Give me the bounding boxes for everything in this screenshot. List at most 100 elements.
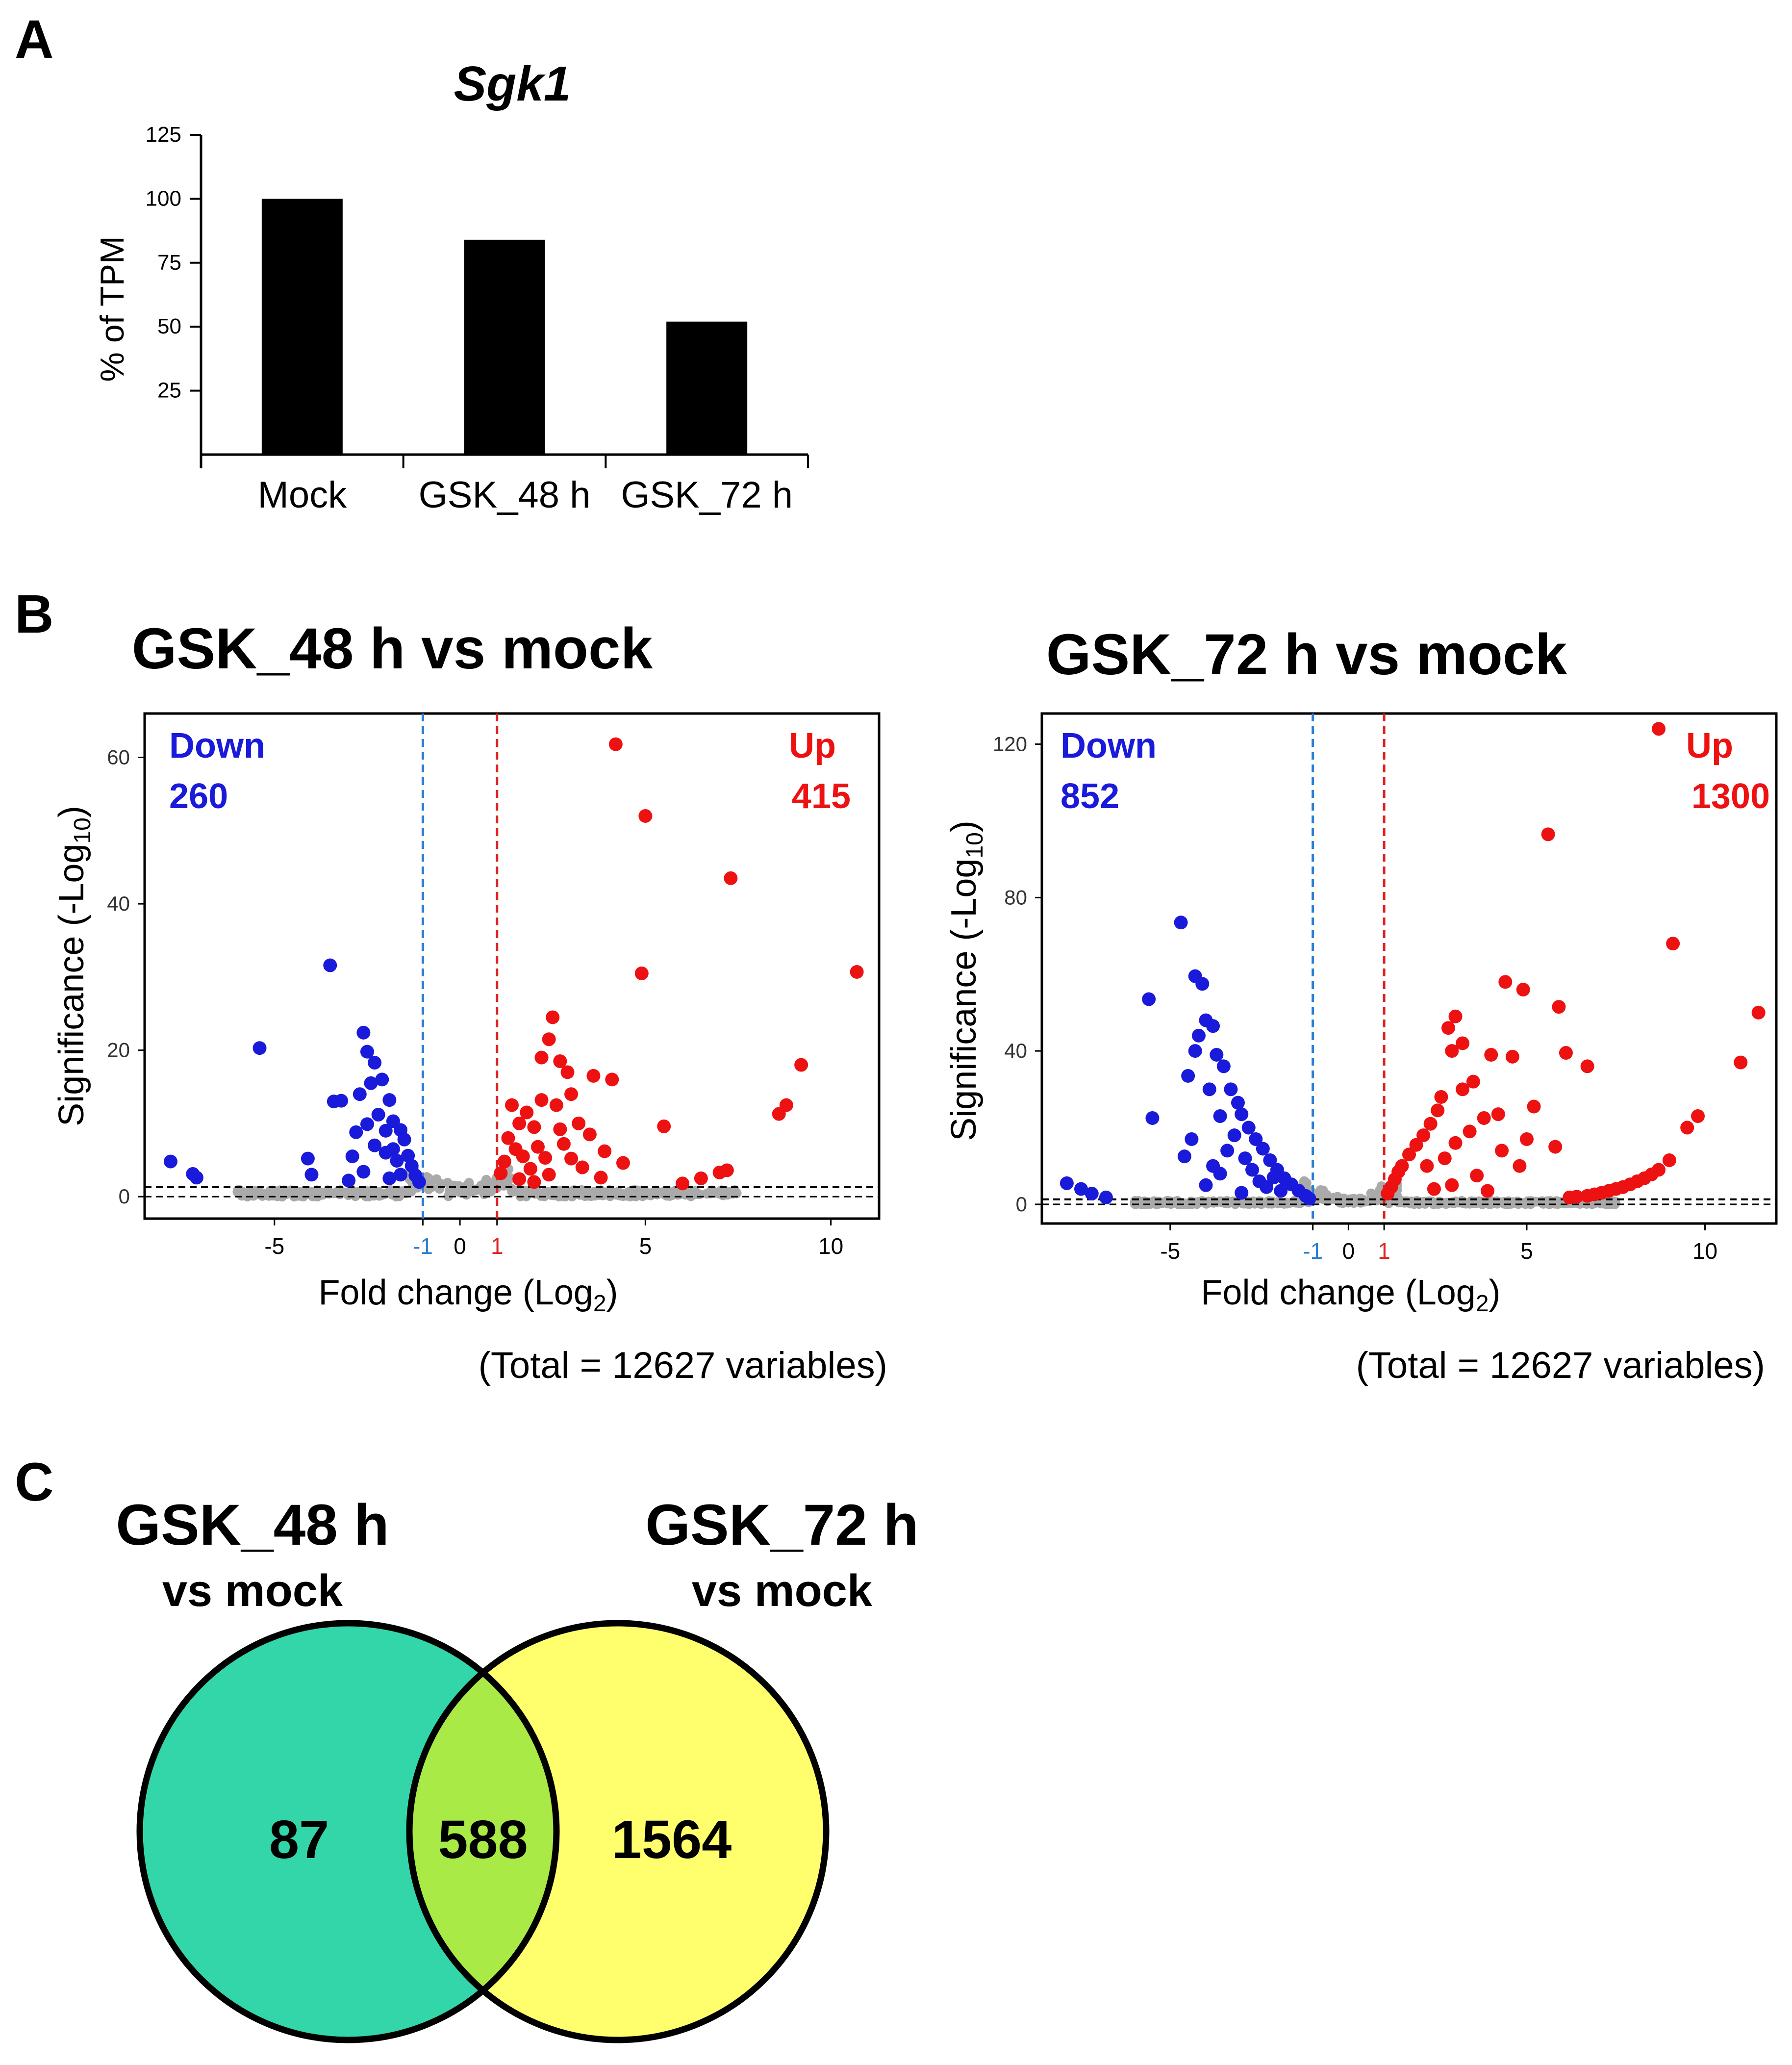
volcano-72h-up-point: [1616, 1180, 1630, 1194]
volcano-48h-ns-point: [307, 1191, 318, 1201]
volcano-48h-frame: [143, 712, 881, 1220]
volcano-48h-ytick-label: 40: [107, 892, 130, 915]
volcano-72h-down-point: [1074, 1182, 1088, 1196]
volcano-48h-down-point: [163, 1154, 177, 1169]
volcano-72h-down-point: [1206, 1159, 1220, 1173]
volcano-72h-xlabel: Fold change (Log2): [1201, 1273, 1500, 1317]
volcano-72h-up-point: [1480, 1184, 1494, 1198]
volcano-48h-down-point: [323, 958, 337, 972]
volcano-48h-ytick-label: 20: [107, 1039, 130, 1062]
volcano-72h-down-point: [1085, 1187, 1099, 1201]
volcano-72h-down-point: [1249, 1132, 1263, 1146]
volcano-48h-down-point: [356, 1025, 371, 1040]
volcano-48h-down-point: [353, 1087, 367, 1101]
volcano-72h-down-point: [1274, 1184, 1288, 1198]
volcano-48h-xtick-label: 0: [454, 1233, 466, 1259]
bar-gsk-48-h: [464, 239, 545, 455]
volcano-48h-ns-point: [648, 1188, 658, 1198]
volcano-72h-down-point: [1231, 1096, 1245, 1110]
volcano-48h-ns-point: [265, 1188, 275, 1198]
volcano-72h-down-point: [1235, 1107, 1249, 1122]
volcano-48h-down-point: [379, 1123, 393, 1138]
volcano-72h-up-point: [1580, 1059, 1594, 1073]
volcano-72h-up-label: Up: [1686, 726, 1733, 765]
volcano-48h-up-point: [534, 1093, 549, 1107]
volcano-48h-up-point: [634, 966, 649, 980]
volcano-48h-up-point: [512, 1172, 527, 1186]
volcano-72h-down-point: [1213, 1109, 1227, 1123]
volcano-72h-up-point: [1751, 1005, 1766, 1020]
volcano-72h-down-point: [1174, 916, 1188, 930]
volcano-72h-down-point: [1181, 1069, 1195, 1083]
volcano-48h-ns-point: [445, 1185, 455, 1196]
volcano-48h-down-point: [368, 1056, 382, 1070]
volcano-72h-down-point: [1191, 1028, 1206, 1043]
volcano-72h-ytick-label: 120: [993, 733, 1027, 756]
panel-letter-b: B: [15, 584, 53, 644]
volcano-72h-ns-point: [1315, 1185, 1326, 1195]
volcano-48h-up-point: [497, 1154, 511, 1169]
volcano-48h-ns-point: [669, 1189, 679, 1199]
volcano-48h-ns-point: [316, 1188, 326, 1198]
volcano-72h-total-note: (Total = 12627 variables): [1356, 1345, 1765, 1386]
volcano-48h-ns-point: [580, 1189, 590, 1199]
volcano-72h-down-point: [1199, 1178, 1213, 1192]
volcano-72h-up-point: [1491, 1107, 1505, 1122]
volcano-72h-up-point: [1470, 1169, 1484, 1183]
volcano-72h-up-point: [1644, 1167, 1659, 1181]
volcano-72h-up-point: [1445, 1178, 1459, 1192]
volcano-72h-down-point: [1256, 1142, 1270, 1156]
volcano-48h-ns-point: [622, 1189, 632, 1199]
volcano-72h-down-point: [1206, 1019, 1220, 1033]
volcano-48h-ns-point: [349, 1187, 359, 1198]
volcano-48h-up-point: [530, 1140, 545, 1154]
volcano-48h-ns-point: [470, 1185, 480, 1196]
bar-mock: [261, 199, 343, 455]
volcano-72h-up-point: [1498, 975, 1513, 989]
volcano-72h-up-point: [1445, 1044, 1459, 1058]
volcano-48h-up-point: [560, 1065, 575, 1079]
volcano-72h-up-point: [1416, 1128, 1431, 1143]
panel-letter-a: A: [15, 9, 53, 70]
volcano-72h-up-point: [1431, 1103, 1445, 1118]
volcano-72h-down-point: [1177, 1149, 1191, 1164]
venn-overlap-region: [409, 1623, 556, 2040]
volcano-72h-down-point: [1302, 1192, 1316, 1206]
volcano-48h-ns-point: [589, 1188, 599, 1198]
volcano-48h-title: GSK_48 h vs mock: [132, 616, 653, 681]
volcano-48h-down-count: 260: [169, 777, 228, 816]
volcano-48h-up-point: [608, 737, 623, 751]
bar-ytick-label: 75: [157, 251, 181, 275]
bar-chart-title: Sgk1: [454, 56, 571, 111]
volcano-48h-up-point: [694, 1171, 708, 1185]
venn-left-subtitle: vs mock: [162, 1566, 343, 1616]
volcano-48h-xtick-label: 1: [491, 1233, 504, 1259]
volcano-48h-ns-point: [272, 1191, 282, 1201]
volcano-72h-up-point: [1448, 1009, 1463, 1023]
volcano-72h-ylabel: Significance (-Log10): [944, 820, 988, 1141]
volcano-48h-ns-point: [236, 1191, 247, 1201]
volcano-48h-up-point: [527, 1175, 541, 1189]
bar-chart-ylabel: % of TPM: [94, 236, 131, 382]
volcano-48h-up-point: [638, 809, 653, 823]
volcano-72h-up-point: [1423, 1117, 1438, 1131]
panel-letter-c: C: [15, 1452, 53, 1512]
volcano-48h-ns-point: [442, 1177, 453, 1188]
volcano-48h-down-point: [364, 1076, 378, 1090]
volcano-72h-up-point: [1552, 1000, 1566, 1014]
volcano-48h-up-point: [564, 1151, 579, 1166]
volcano-48h-ns-point: [292, 1191, 302, 1201]
volcano-48h-up-point: [572, 1116, 586, 1130]
volcano-48h-ytick-label: 60: [107, 746, 130, 769]
volcano-72h-up-point: [1427, 1182, 1441, 1196]
volcano-48h-up-point: [794, 1058, 808, 1072]
volcano-72h-down-point: [1195, 977, 1210, 991]
volcano-72h-down-point: [1145, 1111, 1160, 1125]
bar-ytick-label: 50: [157, 314, 181, 338]
volcano-72h-ytick-label: 0: [1016, 1193, 1027, 1216]
volcano-72h-up-point: [1456, 1082, 1470, 1096]
venn-right-outline: [406, 1620, 830, 2043]
volcano-48h-down-point: [412, 1175, 426, 1189]
volcano-48h-down-point: [394, 1168, 408, 1182]
